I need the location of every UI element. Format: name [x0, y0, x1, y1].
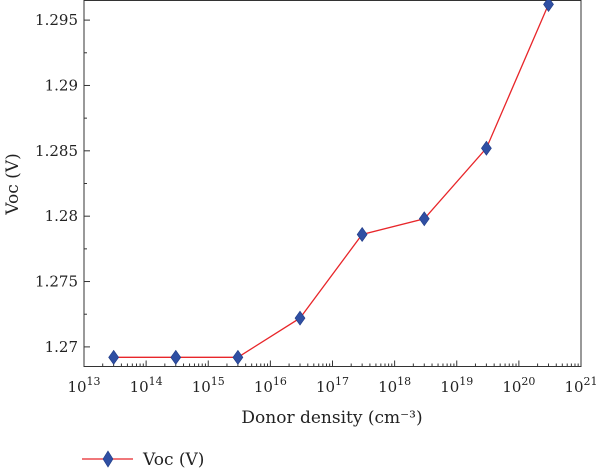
y-axis: 1.27 1.275 1.28 1.285 1.29 1.295 [35, 11, 90, 356]
series-layer [108, 0, 554, 365]
legend: Voc (V) [82, 450, 204, 470]
data-point [481, 140, 492, 156]
x-tick-label: 1020 [502, 375, 535, 396]
x-tick-label: 1013 [67, 375, 100, 396]
x-tick-label: 1021 [564, 375, 597, 396]
data-point [356, 226, 368, 242]
x-tick-label: 1019 [440, 375, 473, 396]
x-axis: 1013 1014 1015 1016 1017 1018 1019 1020 1021 [67, 360, 598, 396]
data-point [170, 349, 182, 365]
data-point [108, 349, 120, 365]
data-point [294, 310, 306, 326]
series-line [113, 4, 550, 358]
data-point [543, 0, 554, 12]
y-tick-label: 1.295 [35, 11, 78, 29]
data-point [418, 211, 430, 227]
x-tick-label: 1018 [378, 375, 411, 396]
y-tick-label: 1.275 [35, 273, 78, 291]
data-point [232, 349, 244, 365]
x-axis-title: Donor density (cm⁻³) [241, 408, 422, 428]
y-axis-title: Voc (V) [3, 153, 23, 215]
y-tick-label: 1.285 [35, 142, 78, 160]
plot-area [83, 0, 582, 367]
x-tick-label: 1015 [192, 375, 225, 396]
y-tick-label: 1.28 [45, 207, 78, 225]
x-tick-label: 1016 [254, 375, 287, 396]
x-tick-label: 1017 [316, 375, 349, 396]
x-tick-label: 1014 [130, 375, 163, 396]
legend-marker [102, 450, 114, 468]
y-tick-label: 1.27 [45, 338, 78, 356]
legend-label: Voc (V) [142, 450, 204, 470]
y-tick-label: 1.29 [45, 76, 78, 94]
